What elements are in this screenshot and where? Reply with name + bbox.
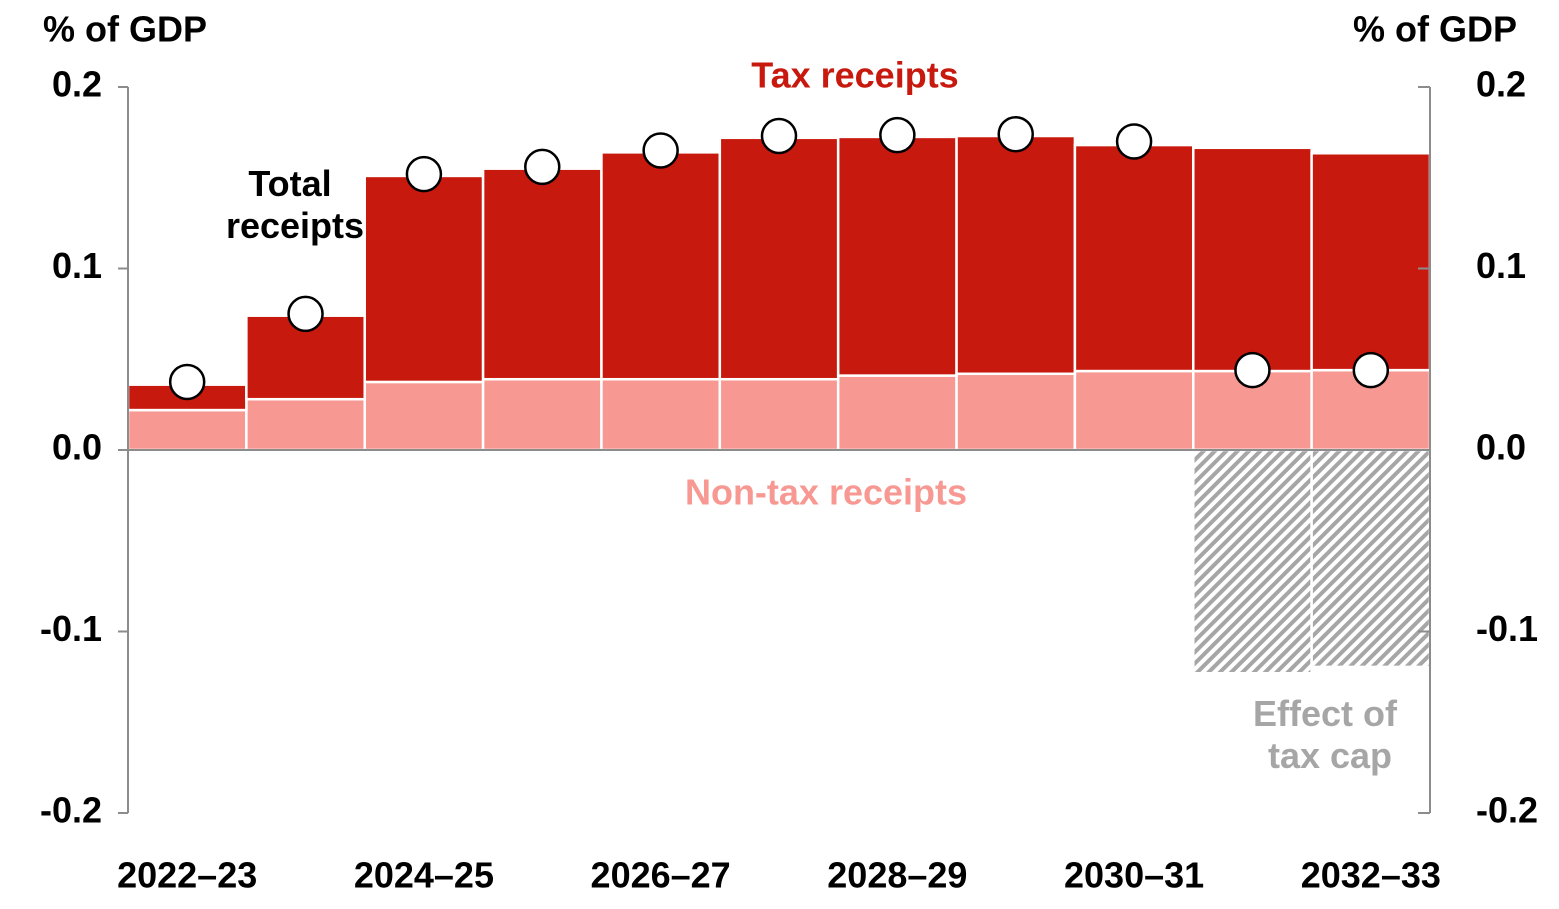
marker [287,295,324,333]
y-tick-label: 0.1 [52,245,102,286]
x-tick-label: 2024–25 [354,855,494,896]
y-tick-label: 0.0 [52,427,102,468]
y-tick-label: -0.2 [40,790,102,831]
y2-tick-label: -0.1 [1476,608,1538,649]
bar-segment [363,174,485,384]
series-label: Effect of tax cap [1253,693,1398,776]
y2-tick-label: -0.2 [1476,790,1538,831]
bar-segment [481,167,603,381]
x-tick-label: 2028–29 [827,855,967,896]
x-tick-label: 2026–27 [591,855,731,896]
marker [168,363,206,401]
bar-segment [1192,146,1313,373]
y2-tick-label: 0.0 [1476,427,1526,468]
bar-segment [245,397,366,452]
y-axis-title: % of GDP [43,9,207,50]
bar-segment [718,136,840,381]
bar-segment [836,135,958,377]
series-label: Non-tax receipts [685,472,967,513]
bar-segment [955,372,1077,452]
bar-segment [600,151,722,381]
marker [997,115,1034,153]
marker [524,148,561,186]
bar-segment [481,377,603,452]
bar-segment [1310,448,1432,669]
y2-tick-label: 0.1 [1476,245,1526,286]
series-label: Tax receipts [751,55,958,96]
y-tick-label: -0.1 [40,608,102,649]
marker [879,116,916,154]
bar-segment [718,377,840,452]
x-tick-label: 2022–23 [117,855,257,896]
bar-segment [1073,369,1195,452]
bar-segment [1310,151,1432,372]
bar-segment [1192,448,1313,675]
marker [1234,351,1271,389]
bar-segment [836,374,958,452]
bar-segment [600,377,722,452]
marker [642,132,679,169]
bar-segment [126,408,248,452]
y2-tick-label: 0.2 [1476,64,1526,105]
y-tick-label: 0.2 [52,64,102,105]
marker [1115,123,1153,160]
series-label: Total receipts [216,163,364,246]
bar-segment [363,380,485,452]
y2-axis-title: % of GDP [1353,9,1517,50]
x-tick-label: 2030–31 [1064,855,1204,896]
marker [405,155,443,193]
x-tick-label: 2032–33 [1301,855,1441,896]
bar-segment [955,134,1077,376]
marker [1352,351,1390,389]
bar-segment [1073,143,1195,373]
marker [760,117,798,155]
